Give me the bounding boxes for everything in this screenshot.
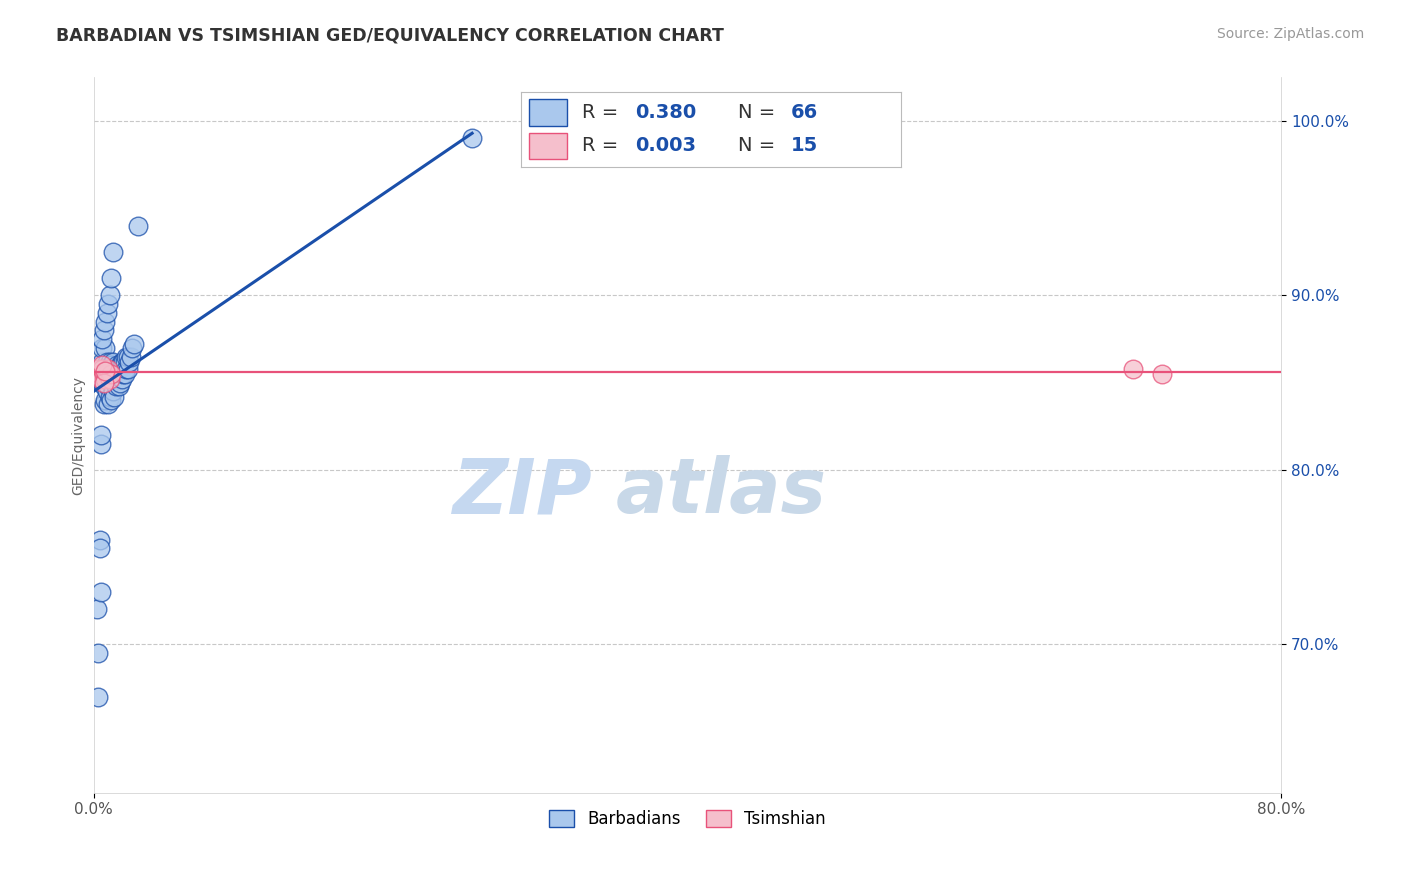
Point bbox=[94, 361, 117, 376]
Point bbox=[90, 372, 112, 386]
Y-axis label: GED/Equivalency: GED/Equivalency bbox=[72, 376, 86, 494]
Point bbox=[90, 428, 112, 442]
Point bbox=[98, 288, 121, 302]
Point bbox=[94, 393, 117, 408]
Point bbox=[115, 361, 138, 376]
Point bbox=[93, 323, 115, 337]
Point bbox=[96, 355, 118, 369]
Point bbox=[461, 131, 484, 145]
Point bbox=[91, 358, 114, 372]
Point bbox=[94, 341, 117, 355]
Point bbox=[97, 361, 120, 376]
Point bbox=[114, 355, 136, 369]
Point bbox=[94, 363, 117, 377]
Point bbox=[111, 355, 134, 369]
Point bbox=[114, 367, 136, 381]
Point bbox=[1152, 367, 1174, 381]
Text: ZIP: ZIP bbox=[453, 455, 592, 529]
Point bbox=[96, 306, 118, 320]
Point bbox=[93, 379, 115, 393]
Point bbox=[97, 397, 120, 411]
Point bbox=[87, 690, 110, 704]
Point bbox=[86, 602, 108, 616]
Point bbox=[93, 367, 115, 381]
Point bbox=[112, 367, 135, 381]
Point bbox=[98, 372, 121, 386]
Point bbox=[110, 376, 132, 390]
Point bbox=[1122, 361, 1144, 376]
Point bbox=[100, 271, 122, 285]
Point bbox=[98, 355, 121, 369]
Point bbox=[97, 379, 120, 393]
Point bbox=[96, 367, 118, 381]
Point bbox=[91, 332, 114, 346]
Point bbox=[103, 390, 125, 404]
Point bbox=[91, 361, 114, 376]
Text: BARBADIAN VS TSIMSHIAN GED/EQUIVALENCY CORRELATION CHART: BARBADIAN VS TSIMSHIAN GED/EQUIVALENCY C… bbox=[56, 27, 724, 45]
Point bbox=[94, 372, 117, 386]
Point bbox=[96, 384, 118, 399]
Point bbox=[93, 376, 115, 390]
Point bbox=[111, 372, 134, 386]
Point bbox=[105, 358, 128, 372]
Point bbox=[122, 337, 145, 351]
Point bbox=[117, 350, 139, 364]
Point bbox=[93, 397, 115, 411]
Point bbox=[89, 533, 111, 547]
Point bbox=[103, 367, 125, 381]
Point bbox=[89, 541, 111, 556]
Point bbox=[91, 341, 114, 355]
Point bbox=[91, 355, 114, 369]
Point bbox=[97, 297, 120, 311]
Point bbox=[112, 355, 135, 369]
Point bbox=[100, 367, 122, 381]
Legend: Barbadians, Tsimshian: Barbadians, Tsimshian bbox=[543, 803, 832, 834]
Point bbox=[101, 355, 124, 369]
Point bbox=[97, 361, 120, 376]
Point bbox=[96, 367, 118, 381]
Point bbox=[90, 436, 112, 450]
Point bbox=[104, 379, 127, 393]
Point bbox=[98, 390, 121, 404]
Point bbox=[87, 646, 110, 660]
Point bbox=[118, 355, 141, 369]
Point bbox=[115, 350, 138, 364]
Point bbox=[91, 376, 114, 390]
Text: atlas: atlas bbox=[616, 455, 827, 529]
Point bbox=[110, 358, 132, 372]
Point bbox=[100, 376, 122, 390]
Point bbox=[121, 341, 143, 355]
Point bbox=[93, 367, 115, 381]
Point bbox=[101, 367, 124, 381]
Point bbox=[108, 361, 131, 376]
Point bbox=[100, 393, 122, 408]
Point bbox=[94, 315, 117, 329]
Point bbox=[101, 244, 124, 259]
Point bbox=[90, 585, 112, 599]
Point bbox=[101, 384, 124, 399]
Point bbox=[89, 367, 111, 381]
Point bbox=[120, 350, 142, 364]
Point bbox=[105, 372, 128, 386]
Point bbox=[87, 361, 110, 376]
Point bbox=[104, 361, 127, 376]
Point bbox=[98, 372, 121, 386]
Point bbox=[108, 379, 131, 393]
Point bbox=[127, 219, 149, 233]
Point bbox=[100, 358, 122, 372]
Text: Source: ZipAtlas.com: Source: ZipAtlas.com bbox=[1216, 27, 1364, 41]
Point bbox=[117, 361, 139, 376]
